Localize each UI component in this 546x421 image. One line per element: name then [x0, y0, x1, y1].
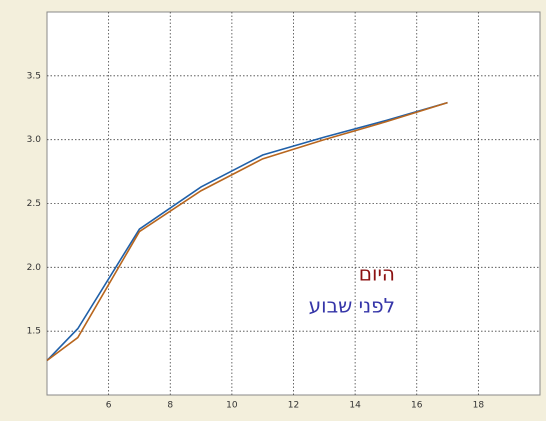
x-tick-label: 10 — [226, 401, 238, 411]
y-tick-label: 2.5 — [27, 199, 41, 209]
x-tick-label: 8 — [167, 401, 173, 411]
series-line — [46, 101, 448, 362]
y-tick-label: 2.0 — [27, 263, 42, 273]
x-tick-label: 6 — [106, 401, 112, 411]
y-tick-label: 3.5 — [27, 71, 41, 81]
legend-label: לפני שבוע — [309, 294, 395, 318]
x-tick-label: 12 — [288, 401, 299, 411]
y-tick-label: 3.0 — [27, 135, 42, 145]
x-tick-label: 14 — [349, 401, 361, 411]
series-line — [46, 101, 448, 362]
x-tick-label: 16 — [411, 401, 423, 411]
x-tick-label: 18 — [473, 401, 485, 411]
legend-label: היום — [359, 262, 395, 286]
y-tick-label: 1.5 — [27, 327, 41, 337]
